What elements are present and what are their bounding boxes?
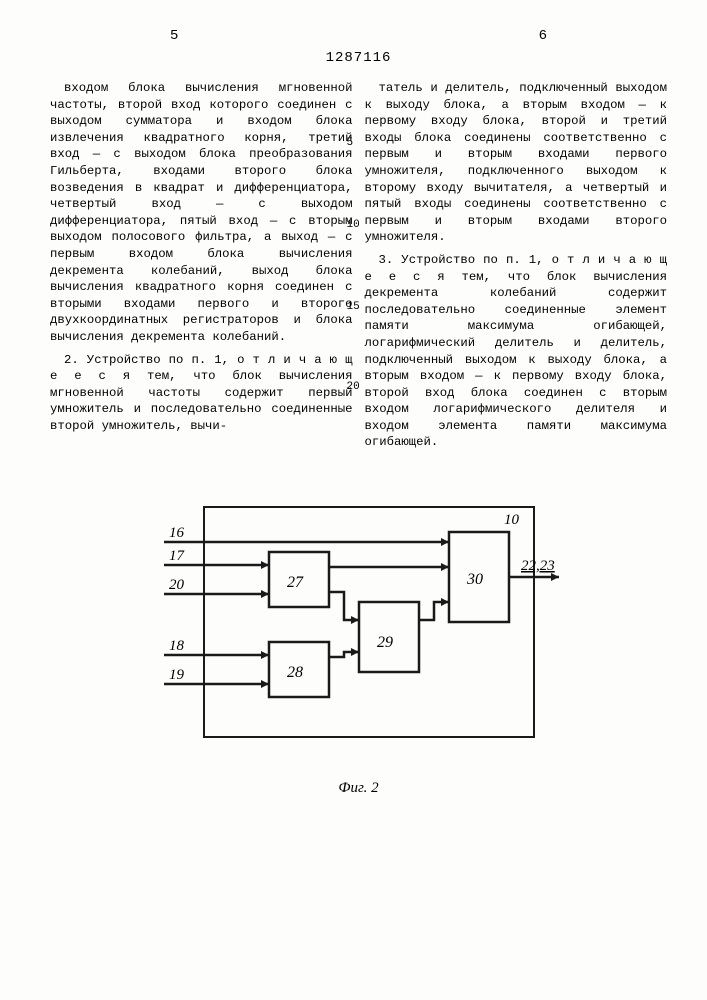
- block-diagram-svg: 10 27 28 29 30 16 17 20: [149, 492, 569, 772]
- line-marker: 15: [347, 302, 360, 313]
- line-marker: 20: [347, 382, 360, 393]
- paragraph: входом блока вычисления мгновенной часто…: [50, 80, 353, 346]
- input-label: 20: [169, 577, 185, 593]
- input-label: 17: [169, 548, 186, 564]
- column-right: татель и делитель, подключенный выходом …: [365, 80, 668, 457]
- wire: [329, 592, 359, 620]
- line-marker: 10: [347, 220, 360, 231]
- column-left: входом блока вычисления мгновенной часто…: [50, 80, 353, 457]
- input-label: 19: [169, 667, 185, 683]
- outer-block-label: 10: [504, 512, 520, 528]
- input-label: 18: [169, 638, 185, 654]
- page-number-right: 6: [539, 28, 547, 44]
- block-30-label: 30: [466, 571, 483, 588]
- page: 5 6 1287116 5 10 15 20 входом блока вычи…: [0, 0, 707, 1000]
- page-number-left: 5: [170, 28, 178, 44]
- paragraph: татель и делитель, подключенный выходом …: [365, 80, 668, 246]
- block-28-label: 28: [287, 664, 303, 681]
- input-label: 16: [169, 525, 185, 541]
- wire: [419, 602, 449, 620]
- page-header: 5 6: [50, 28, 667, 44]
- arrowhead-icon: [551, 573, 559, 581]
- block-27-label: 27: [287, 574, 304, 591]
- document-number: 1287116: [50, 50, 667, 66]
- block-29-label: 29: [377, 634, 393, 651]
- figure-caption: Фиг. 2: [50, 780, 667, 797]
- output-label: 22,23: [521, 558, 555, 574]
- line-marker: 5: [347, 138, 354, 149]
- figure: 10 27 28 29 30 16 17 20: [50, 492, 667, 772]
- paragraph: 3. Устройство по п. 1, о т л и ч а ю щ е…: [365, 252, 668, 451]
- paragraph: 2. Устройство по п. 1, о т л и ч а ю щ е…: [50, 352, 353, 435]
- text-columns: 5 10 15 20 входом блока вычисления мгнов…: [50, 80, 667, 457]
